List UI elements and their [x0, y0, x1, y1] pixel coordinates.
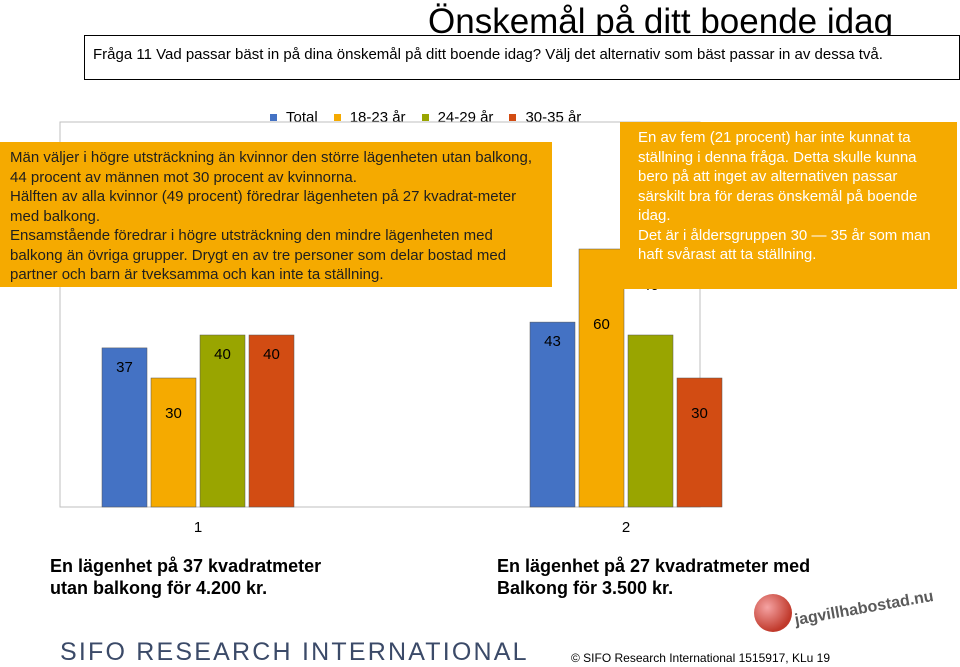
- legend-swatch-24-29: [421, 113, 429, 121]
- callout-right-paragraph: En av fem (21 procent) har inte kunnat t…: [638, 129, 918, 224]
- legend-item-30-35: 30-35 år: [509, 109, 581, 126]
- legend-item-24-29: 24-29 år: [421, 108, 494, 126]
- legend-item-18-23: 18-23 år: [333, 108, 406, 126]
- footer-copyright: © SIFO Research International 1515917, K…: [571, 651, 831, 665]
- legend-swatch-18-23: [333, 113, 341, 121]
- sifo-logo: SIFO RESEARCH INTERNATIONAL: [60, 638, 529, 666]
- legend-label-total: Total: [286, 108, 318, 126]
- bar-30-35-option-1: [248, 334, 295, 508]
- chart-legend: Total 18-23 år 24-29 år 30-35 år: [270, 107, 597, 127]
- legend-item-total: Total: [270, 109, 318, 126]
- callout-left-paragraph: Hälften av alla kvinnor (49 procent) för…: [10, 188, 517, 225]
- bar-30-35-option-2: [676, 377, 723, 508]
- callout-left: Män väljer i högre utsträckning än kvinn…: [0, 142, 552, 287]
- page-title: Önskemål på ditt boende idag: [428, 2, 894, 41]
- option-2-description: En lägenhet på 27 kvadratmeter med Balko…: [497, 556, 811, 598]
- legend-label-18-23: 18-23 år: [349, 108, 406, 126]
- legend-label-24-29: 24-29 år: [437, 108, 494, 126]
- data-label-18-23-option-2: 60: [593, 316, 610, 333]
- jagvillhabostad-logo: jagvillhabostad.nu: [752, 588, 960, 646]
- callout-right: En av fem (21 procent) har inte kunnat t…: [620, 122, 957, 289]
- bar-18-23-option-1: [150, 377, 197, 508]
- question-box: Fråga 11 Vad passar bäst in på dina önsk…: [84, 35, 960, 80]
- callout-left-paragraph: Ensamstående föredrar i högre utsträckni…: [10, 227, 507, 283]
- bar-18-23-option-2: [578, 248, 625, 508]
- data-label-18-23-option-1: 30: [165, 405, 182, 422]
- bar-24-29-option-2: [627, 334, 674, 508]
- data-label-total-option-1: 37: [116, 359, 133, 376]
- bar-total-option-1: [101, 347, 148, 508]
- callout-left-paragraph: Män väljer i högre utsträckning än kvinn…: [10, 149, 532, 186]
- data-label-total-option-2: 43: [544, 333, 561, 350]
- data-label-30-35-option-1: 40: [263, 346, 280, 363]
- logo-text: jagvillhabostad.nu: [793, 587, 935, 630]
- bar-24-29-option-1: [199, 334, 246, 508]
- legend-swatch-30-35: [509, 113, 517, 121]
- data-label-30-35-option-2: 30: [691, 405, 708, 422]
- category-label-2: 2: [622, 519, 630, 536]
- data-label-24-29-option-1: 40: [214, 346, 231, 363]
- globe-icon: [754, 594, 792, 632]
- bar-total-option-2: [529, 321, 576, 508]
- legend-swatch-total: [270, 113, 277, 121]
- category-label-1: 1: [194, 519, 202, 536]
- callout-right-paragraph: Det är i åldersgruppen 30 — 35 år som ma…: [638, 226, 931, 264]
- chart-frame: [59, 121, 701, 508]
- legend-label-30-35: 30-35 år: [525, 108, 582, 126]
- option-1-description: En lägenhet på 37 kvadratmeter utan balk…: [50, 556, 322, 598]
